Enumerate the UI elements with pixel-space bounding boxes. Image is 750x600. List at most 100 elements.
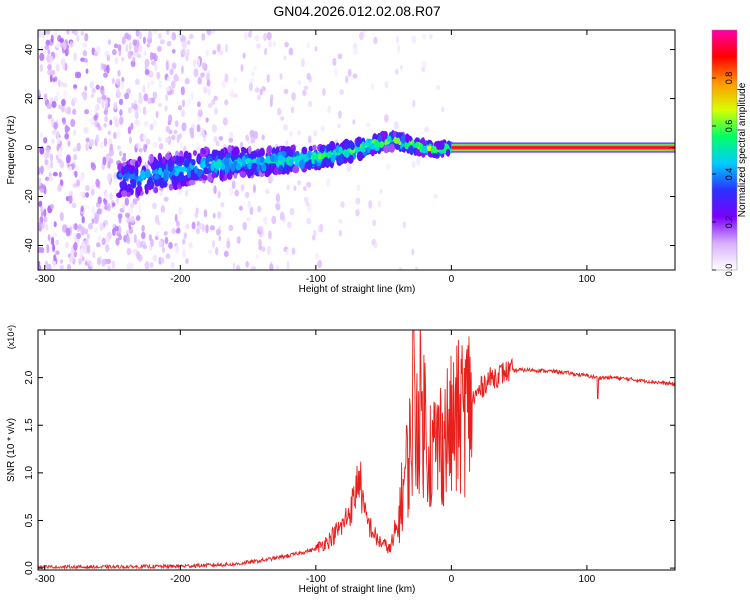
spectrogram-ridge-point: [250, 151, 256, 159]
spectrogram-speckle: [199, 127, 205, 137]
spectrogram-speckle: [416, 156, 421, 166]
spectrogram-speckle: [207, 88, 211, 96]
spectrogram-speckle: [67, 165, 73, 172]
spectrogram-speckle: [238, 205, 243, 211]
spectrogram-speckle: [113, 43, 119, 49]
spectrogram-speckle: [104, 244, 110, 253]
spectrogram-ridge-point: [217, 153, 225, 161]
spectrogram-speckle: [308, 135, 312, 144]
spectrogram-speckle: [174, 120, 179, 127]
spectrogram-speckle: [424, 126, 430, 133]
spectrogram-speckle: [143, 51, 147, 56]
spectrogram-speckle: [146, 81, 151, 89]
spectrogram-speckle: [203, 86, 208, 94]
spectrogram-speckle: [49, 153, 54, 163]
spectrogram-speckle: [327, 105, 332, 114]
spectrogram-speckle: [185, 258, 189, 265]
spectrogram-speckle: [283, 88, 289, 95]
spectrogram-speckle: [165, 61, 169, 71]
spectrogram-speckle: [421, 60, 427, 69]
spectrogram-ridge-point: [292, 156, 297, 162]
spectrogram-speckle: [108, 138, 113, 145]
spectrogram-speckle: [384, 80, 389, 89]
spectrogram-speckle: [122, 152, 127, 158]
spectrogram-speckle: [135, 239, 141, 249]
snr-x-label: Height of straight line (km): [299, 584, 416, 595]
spectrogram-ridge-point: [338, 146, 343, 154]
spectrogram-ridge-point: [211, 149, 217, 160]
spectrogram-speckle: [43, 208, 47, 218]
spectrogram-ridge-point: [186, 170, 192, 179]
spectrogram-speckle: [78, 257, 83, 265]
spectrogram-speckle: [54, 30, 58, 40]
spectrogram-speckle: [134, 110, 139, 120]
spectrogram-speckle: [135, 215, 141, 222]
spectrogram-speckle: [49, 74, 53, 83]
spectrogram-ridge-point: [392, 131, 397, 137]
spectrogram-speckle: [433, 194, 439, 199]
spectrogram-ridge-point: [405, 133, 410, 144]
spectrogram-speckle: [104, 205, 109, 211]
spectrogram-speckle: [53, 221, 57, 228]
spectrogram-ridge-point: [140, 169, 146, 180]
spectrogram-speckle: [166, 76, 171, 82]
spectrogram-speckle: [362, 30, 367, 38]
spectrogram-speckle: [205, 224, 209, 234]
spectrogram-speckle: [282, 124, 289, 131]
spectrogram-speckle: [135, 143, 139, 149]
snr-y-tick-label: 1.5: [24, 418, 35, 432]
spectrogram-speckle: [256, 43, 262, 49]
spectrogram-speckle: [134, 119, 140, 126]
spectrogram-ridge-point: [194, 165, 198, 174]
spectrogram-speckle: [38, 89, 41, 96]
spectrogram-speckle: [158, 142, 164, 150]
spectrogram-speckle: [251, 266, 257, 270]
spectrogram-speckle: [140, 231, 146, 240]
spectrogram-speckle: [414, 266, 419, 270]
spectrogram-x-tick-label: 100: [579, 274, 596, 285]
spectrogram-speckle: [151, 60, 156, 66]
spectrogram-speckle: [103, 137, 108, 147]
spectrogram-speckle: [100, 89, 105, 96]
spectrogram-speckle: [51, 129, 57, 135]
spectrogram-speckle: [114, 118, 120, 128]
spectrogram-speckle: [164, 137, 170, 143]
spectrogram-speckle: [277, 107, 282, 116]
spectrogram-speckle: [211, 240, 216, 249]
spectrogram-speckle: [254, 35, 260, 42]
spectrogram-speckle: [264, 47, 268, 56]
spectrogram-speckle: [70, 118, 76, 128]
spectrogram-speckle: [178, 133, 182, 140]
spectrogram-speckle: [395, 35, 399, 44]
colorbar-label: Normalized spectral amplitude: [737, 82, 748, 217]
spectrogram-speckle: [132, 39, 137, 46]
spectrogram-speckle: [57, 79, 61, 88]
spectrogram-speckle: [384, 114, 389, 123]
spectrogram-ridge-point: [181, 175, 186, 181]
spectrogram-speckle: [224, 99, 229, 106]
spectrogram-speckle: [177, 187, 183, 196]
spectrogram-speckle: [397, 44, 401, 53]
spectrogram-speckle: [51, 236, 55, 246]
spectrogram-ridge-point: [359, 147, 366, 153]
spectrogram-speckle: [109, 119, 113, 126]
spectrogram-speckle: [211, 123, 217, 133]
spectrogram-speckle: [135, 30, 140, 37]
spectrogram-speckle: [66, 126, 71, 132]
spectrogram-speckle: [47, 234, 51, 241]
spectrogram-ridge-point: [233, 172, 238, 179]
spectrogram-speckle: [244, 191, 250, 199]
spectrogram-speckle: [131, 102, 135, 110]
spectrogram-speckle: [117, 44, 122, 52]
spectrogram-speckle: [107, 161, 111, 169]
spectrogram-speckle: [306, 217, 312, 225]
spectrogram-speckle: [67, 140, 71, 147]
spectrogram-speckle: [279, 73, 283, 80]
spectrogram-speckle: [181, 122, 187, 132]
spectrogram-speckle: [337, 123, 342, 129]
spectrogram-speckle: [128, 42, 132, 51]
spectrogram-speckle: [90, 162, 95, 167]
spectrogram-speckle: [187, 98, 191, 106]
spectrogram-speckle: [82, 50, 88, 57]
spectrogram-speckle: [69, 254, 74, 264]
